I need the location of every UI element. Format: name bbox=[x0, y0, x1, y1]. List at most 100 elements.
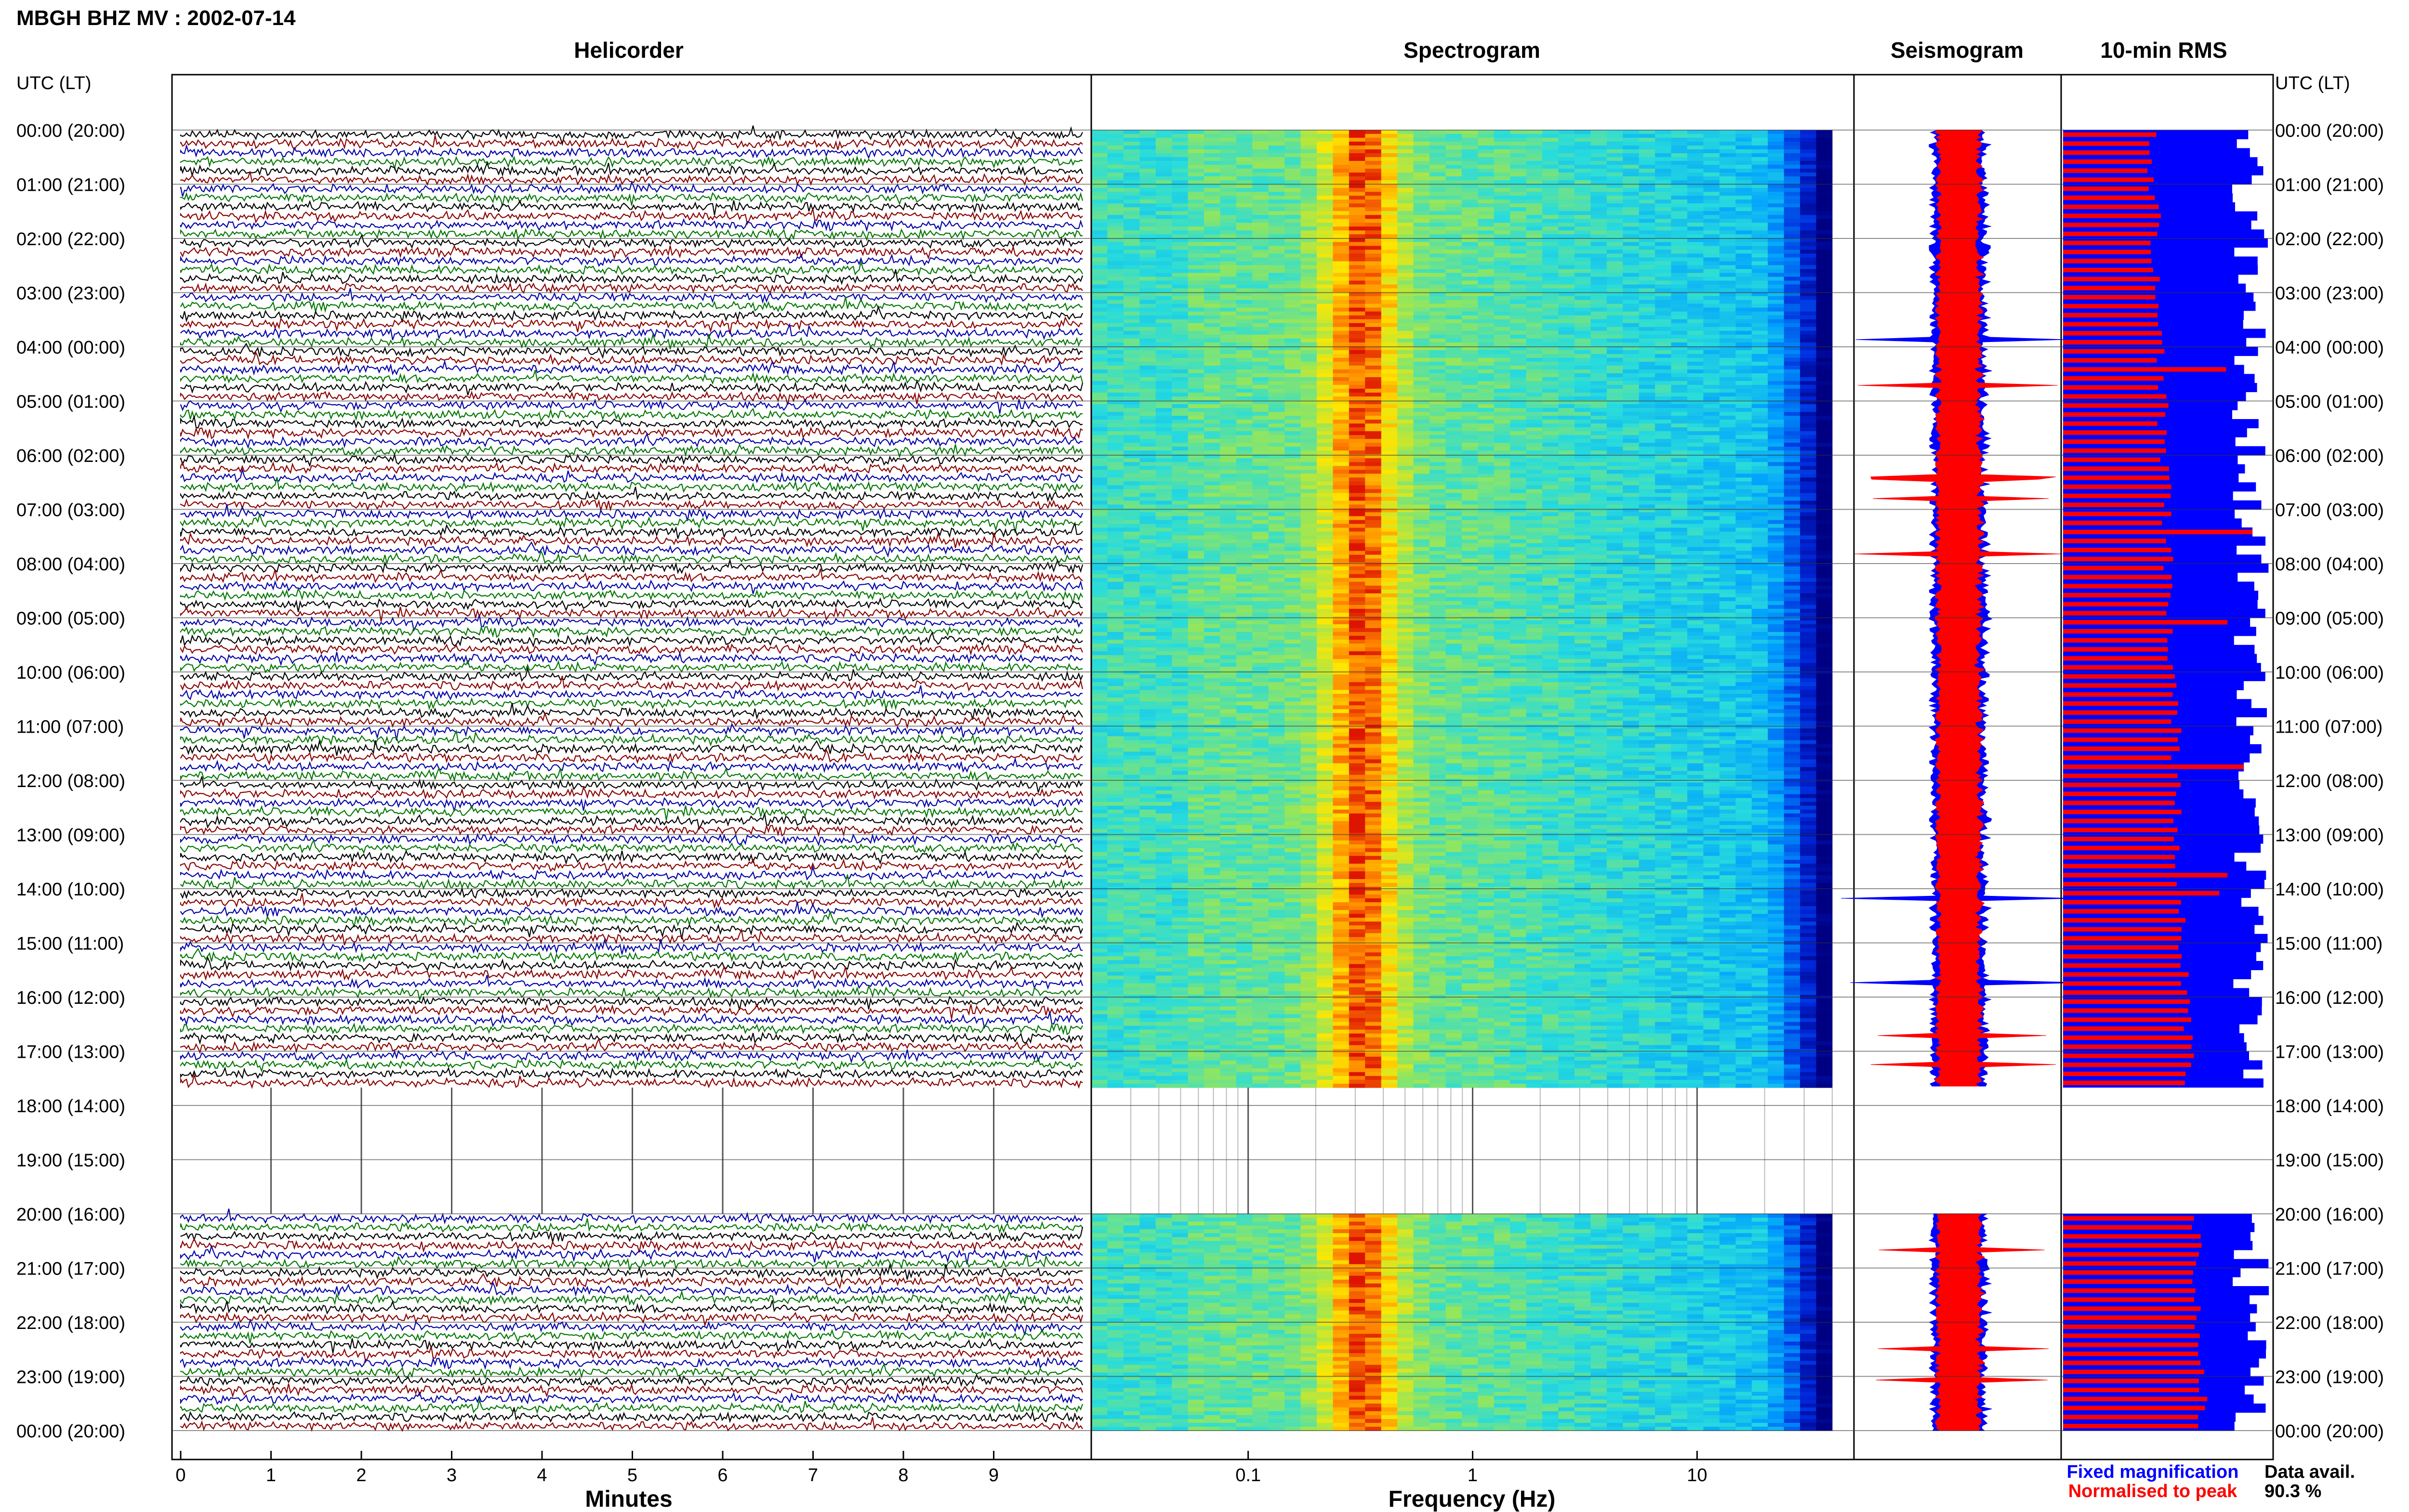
spectrogram-cell bbox=[1639, 443, 1655, 447]
spectrogram-cell bbox=[1172, 311, 1189, 316]
spectrogram-cell bbox=[1381, 315, 1398, 320]
spectrogram-cell bbox=[1816, 385, 1833, 389]
spectrogram-cell bbox=[1574, 311, 1591, 316]
spectrogram-cell bbox=[1542, 242, 1559, 247]
spectrogram-cell bbox=[1735, 196, 1752, 200]
spectrogram-cell bbox=[1703, 473, 1720, 478]
spectrogram-cell bbox=[1558, 303, 1575, 308]
spectrogram-cell bbox=[1236, 346, 1253, 351]
spectrogram-cell bbox=[1413, 253, 1430, 258]
spectrogram-cell bbox=[1542, 253, 1559, 258]
spectrogram-cell bbox=[1284, 481, 1301, 486]
spectrogram-cell bbox=[1703, 327, 1720, 331]
spectrogram-cell bbox=[1333, 261, 1350, 266]
spectrogram-cell bbox=[1172, 493, 1189, 498]
spectrogram-cell bbox=[1333, 265, 1350, 270]
spectrogram-cell bbox=[1107, 261, 1124, 266]
spectrogram-cell bbox=[1655, 427, 1672, 432]
spectrogram-cell bbox=[1800, 516, 1816, 521]
spectrogram-cell bbox=[1445, 265, 1462, 270]
spectrogram-cell bbox=[1816, 470, 1833, 474]
spectrogram-cell bbox=[1719, 377, 1736, 381]
spectrogram-cell bbox=[1542, 157, 1559, 161]
spectrogram-cell bbox=[1590, 300, 1607, 304]
spectrogram-cell bbox=[1768, 307, 1785, 312]
spectrogram-cell bbox=[1526, 350, 1543, 355]
spectrogram-cell bbox=[1268, 261, 1285, 266]
spectrogram-cell bbox=[1671, 458, 1688, 462]
spectrogram-cell bbox=[1349, 408, 1365, 412]
spectrogram-cell bbox=[1091, 400, 1108, 405]
spectrogram-cell bbox=[1349, 261, 1365, 266]
spectrogram-cell bbox=[1623, 504, 1640, 509]
spectrogram-cell bbox=[1091, 338, 1108, 343]
spectrogram-cell bbox=[1349, 366, 1365, 370]
spectrogram-cell bbox=[1510, 276, 1527, 281]
spectrogram-cell bbox=[1381, 142, 1398, 146]
spectrogram-cell bbox=[1735, 400, 1752, 405]
spectrogram-cell bbox=[1687, 485, 1704, 489]
spectrogram-cell bbox=[1671, 346, 1688, 351]
spectrogram-cell bbox=[1220, 346, 1237, 351]
spectrogram-cell bbox=[1445, 134, 1462, 138]
spectrogram-cell bbox=[1623, 184, 1640, 188]
spectrogram-cell bbox=[1397, 196, 1414, 200]
spectrogram-cell bbox=[1252, 361, 1269, 366]
spectrogram-cell bbox=[1284, 161, 1301, 165]
spectrogram-cell bbox=[1735, 223, 1752, 227]
spectrogram-cell bbox=[1768, 142, 1785, 146]
spectrogram-cell bbox=[1397, 242, 1414, 247]
spectrogram-cell bbox=[1123, 257, 1140, 262]
spectrogram-cell bbox=[1494, 211, 1510, 215]
spectrogram-cell bbox=[1574, 504, 1591, 509]
spectrogram-cell bbox=[1123, 377, 1140, 381]
spectrogram-cell bbox=[1268, 477, 1285, 482]
spectrogram-cell bbox=[1526, 412, 1543, 416]
spectrogram-cell bbox=[1172, 130, 1189, 134]
spectrogram-cell bbox=[1655, 389, 1672, 393]
spectrogram-cell bbox=[1461, 219, 1478, 223]
spectrogram-cell bbox=[1107, 188, 1124, 192]
spectrogram-cell bbox=[1107, 253, 1124, 258]
spectrogram-cell bbox=[1671, 138, 1688, 142]
spectrogram-cell bbox=[1172, 412, 1189, 416]
spectrogram-cell bbox=[1478, 138, 1495, 142]
spectrogram-cell bbox=[1558, 250, 1575, 254]
spectrogram-cell bbox=[1816, 253, 1833, 258]
spectrogram-cell bbox=[1349, 516, 1365, 521]
spectrogram-cell bbox=[1703, 199, 1720, 204]
spectrogram-cell bbox=[1333, 462, 1350, 466]
spectrogram-cell bbox=[1204, 315, 1220, 320]
spectrogram-cell bbox=[1107, 477, 1124, 482]
spectrogram-cell bbox=[1107, 203, 1124, 208]
spectrogram-cell bbox=[1784, 334, 1800, 339]
spectrogram-cell bbox=[1526, 138, 1543, 142]
spectrogram-cell bbox=[1478, 400, 1495, 405]
spectrogram-cell bbox=[1703, 400, 1720, 405]
spectrogram-cell bbox=[1172, 408, 1189, 412]
spectrogram-cell bbox=[1735, 493, 1752, 498]
spectrogram-cell bbox=[1494, 361, 1510, 366]
spectrogram-cell bbox=[1155, 172, 1172, 177]
spectrogram-cell bbox=[1430, 184, 1446, 188]
spectrogram-cell bbox=[1107, 142, 1124, 146]
spectrogram-cell bbox=[1236, 473, 1253, 478]
spectrogram-cell bbox=[1268, 504, 1285, 509]
spectrogram-cell bbox=[1317, 450, 1333, 455]
spectrogram-cell bbox=[1687, 447, 1704, 451]
spectrogram-cell bbox=[1735, 354, 1752, 358]
spectrogram-cell bbox=[1816, 207, 1833, 211]
spectrogram-cell bbox=[1365, 172, 1382, 177]
spectrogram-cell bbox=[1123, 489, 1140, 494]
spectrogram-cell bbox=[1268, 462, 1285, 466]
spectrogram-cell bbox=[1606, 330, 1623, 335]
spectrogram-cell bbox=[1542, 477, 1559, 482]
spectrogram-cell bbox=[1590, 497, 1607, 501]
spectrogram-cell bbox=[1397, 276, 1414, 281]
spectrogram-cell bbox=[1461, 334, 1478, 339]
spectrogram-cell bbox=[1300, 253, 1317, 258]
spectrogram-cell bbox=[1349, 149, 1365, 154]
spectrogram-cell bbox=[1623, 138, 1640, 142]
spectrogram-cell bbox=[1333, 439, 1350, 443]
spectrogram-cell bbox=[1317, 381, 1333, 385]
